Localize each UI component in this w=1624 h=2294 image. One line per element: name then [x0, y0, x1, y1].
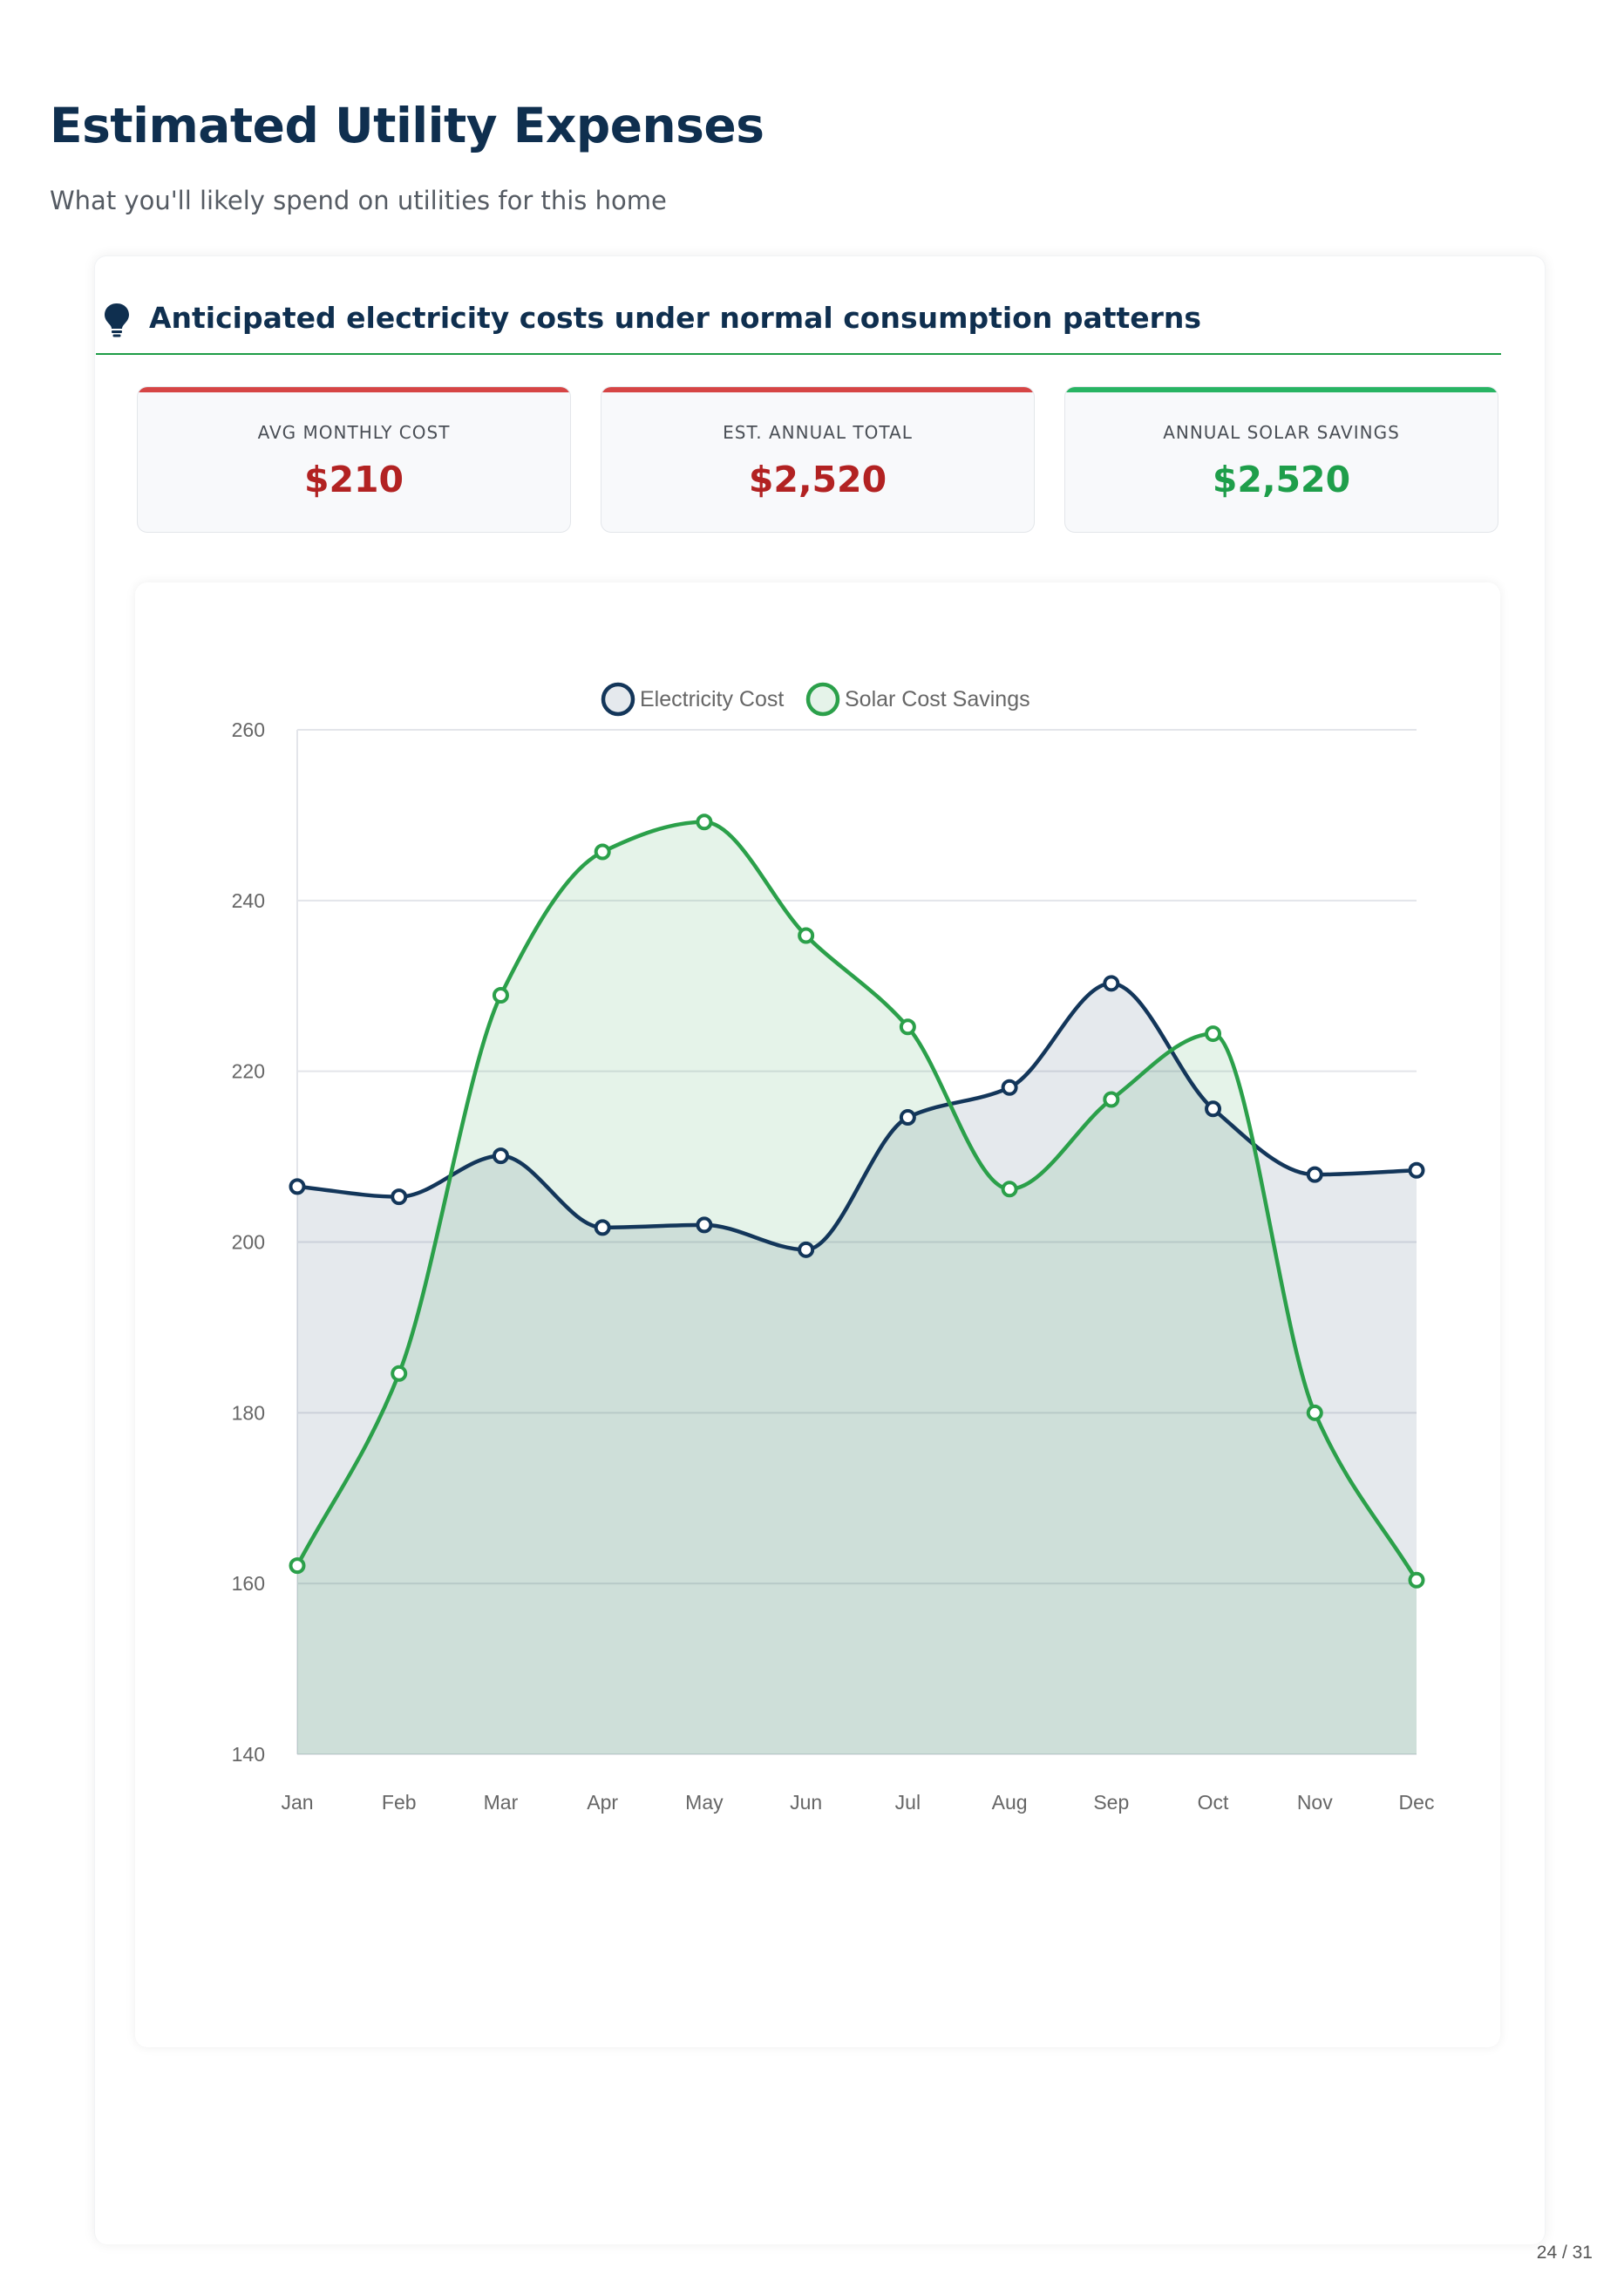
- stat-value: $2,520: [1212, 459, 1351, 500]
- stat-label: ANNUAL SOLAR SAVINGS: [1163, 422, 1400, 443]
- stat-value: $2,520: [748, 459, 887, 500]
- stat-label: AVG MONTHLY COST: [257, 422, 451, 443]
- chart-card: [135, 582, 1500, 2047]
- page-subtitle: What you'll likely spend on utilities fo…: [50, 186, 667, 215]
- page-number: 24 / 31: [1536, 2243, 1593, 2263]
- lightbulb-icon: [105, 303, 129, 337]
- stat-label: EST. ANNUAL TOTAL: [723, 422, 913, 443]
- section-header: Anticipated electricity costs under norm…: [96, 301, 1501, 355]
- stat-value: $210: [303, 459, 404, 500]
- section-title: Anticipated electricity costs under norm…: [149, 301, 1202, 335]
- stat-annual-total: EST. ANNUAL TOTAL $2,520: [601, 386, 1035, 533]
- stat-avg-monthly-cost: AVG MONTHLY COST $210: [137, 386, 571, 533]
- stat-annual-solar-savings: ANNUAL SOLAR SAVINGS $2,520: [1064, 386, 1498, 533]
- page-title: Estimated Utility Expenses: [50, 98, 764, 153]
